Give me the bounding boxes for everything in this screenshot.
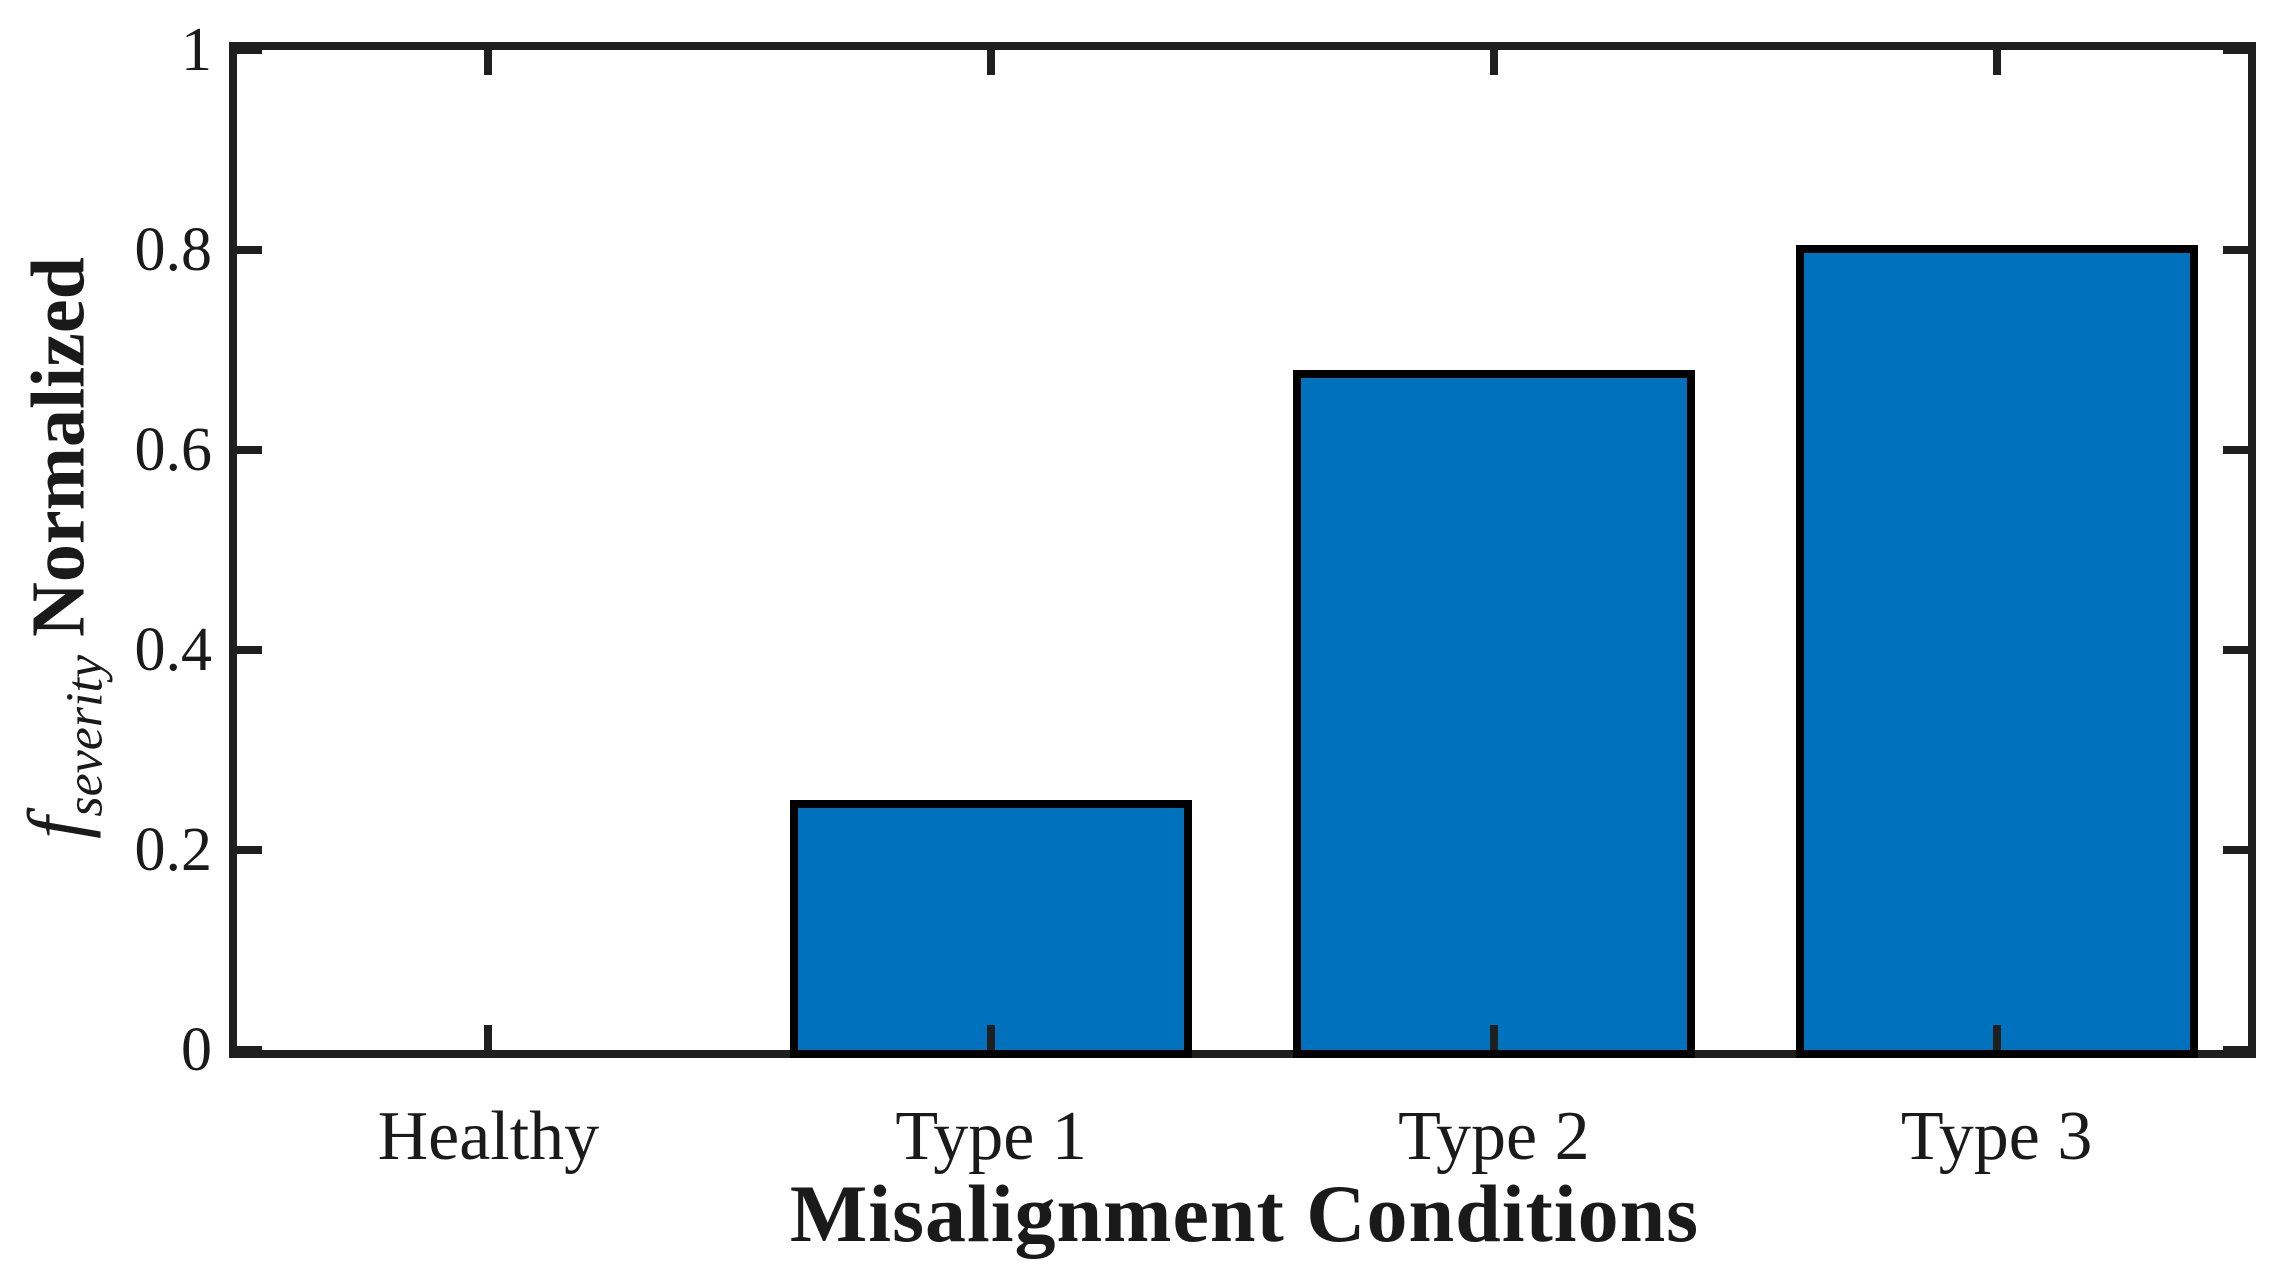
x-tick-bottom [1489, 1025, 1498, 1050]
y-tick-left [237, 846, 262, 854]
y-tick-right [2223, 846, 2248, 854]
x-tick-label: Healthy [377, 1098, 600, 1175]
x-tick-top [484, 50, 493, 75]
y-tick-left [237, 446, 262, 454]
y-tick-right [2223, 246, 2248, 254]
bar-type-1 [790, 800, 1192, 1058]
y-tick-left [237, 46, 262, 54]
y-tick-right [2223, 1046, 2248, 1054]
x-tick-label: Type 2 [1398, 1098, 1590, 1175]
bar-type-3 [1796, 245, 2198, 1058]
y-tick-right [2223, 446, 2248, 454]
x-tick-bottom [1992, 1025, 2001, 1050]
y-tick-label: 0.8 [134, 216, 213, 284]
x-tick-label: Type 3 [1900, 1098, 2093, 1175]
x-axis-label: Misalignment Conditions [789, 1168, 1700, 1259]
x-tick-top [987, 50, 996, 75]
y-tick-label: 0.2 [134, 816, 213, 884]
y-tick-label: 1 [181, 16, 212, 84]
x-tick-top [1992, 50, 2001, 75]
x-tick-bottom [987, 1025, 996, 1050]
x-tick-bottom [484, 1025, 493, 1050]
x-tick-label: Type 1 [895, 1098, 1087, 1175]
y-tick-left [237, 646, 262, 654]
y-tick-right [2223, 46, 2248, 54]
y-tick-label: 0.6 [134, 416, 213, 484]
y-tick-label: 0 [181, 1016, 212, 1084]
y-tick-left [237, 1046, 262, 1054]
y-tick-right [2223, 646, 2248, 654]
y-tick-label: 0.4 [134, 616, 213, 684]
bar-type-2 [1293, 370, 1695, 1058]
x-tick-top [1489, 50, 1498, 75]
y-tick-left [237, 246, 262, 254]
plot-area [229, 42, 2256, 1058]
